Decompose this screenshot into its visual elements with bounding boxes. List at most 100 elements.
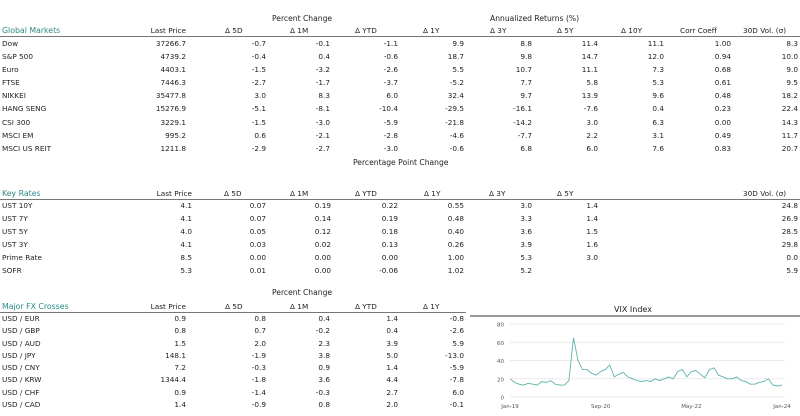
column-header: Δ 5Y [532, 189, 598, 200]
table-cell: 1.6 [586, 239, 598, 249]
table-cell: 0.6 [254, 130, 266, 140]
y-tick-label: 40 [497, 359, 504, 365]
table-cell: 3.6 [318, 375, 330, 385]
table-cell: 6.0 [452, 387, 464, 397]
table-cell: 0.40 [447, 226, 464, 236]
table-cell: 0.55 [447, 201, 464, 210]
table-row: USD / CAD 1.4 -0.9 0.8 2.0 -0.1 [0, 399, 466, 411]
row-label: USD / JPY [2, 350, 36, 360]
key_rates-header-row: Key Rates Last Price Δ 5D Δ 1M Δ YTD Δ 1Y Δ 3Y… [0, 189, 800, 200]
column-header: Δ 5Y [532, 26, 598, 37]
table-cell: -3.7 [383, 78, 398, 88]
table-cell: -0.2 [315, 326, 330, 336]
table-cell: -16.1 [513, 104, 532, 114]
table-cell: 3.1 [652, 130, 664, 140]
table-cell: 37266.7 [155, 39, 186, 48]
table-cell: 3.0 [586, 117, 598, 127]
table-row: NIKKEI 35477.8 3.0 8.3 6.0 32.4 9.7 13.9 9.6 0.48… [0, 89, 800, 102]
table-cell: 11.1 [647, 39, 664, 48]
table-cell: 0.9 [174, 314, 186, 323]
table-row: USD / CHF 0.9 -1.4 -0.3 2.7 6.0 [0, 387, 466, 399]
global_markets-title: Global Markets [0, 26, 120, 37]
table-cell: 18.7 [447, 52, 464, 62]
table-cell: 7.7 [520, 78, 532, 88]
table-cell: 4.4 [386, 375, 398, 385]
row-label: USD / GBP [2, 326, 40, 336]
table-row: UST 10Y 4.1 0.07 0.19 0.22 0.55 3.0 1.4 24.8 [0, 200, 800, 213]
column-header: Last Price [130, 189, 192, 200]
table-cell [532, 265, 598, 278]
table-cell: 9.0 [786, 65, 798, 75]
key_rates-title: Key Rates [0, 189, 130, 200]
table-cell: -0.6 [449, 143, 464, 153]
table-cell: 0.03 [249, 239, 266, 249]
table-row: Prime Rate 8.5 0.00 0.00 0.00 1.00 5.3 3.0 0.0 [0, 252, 800, 265]
table-cell: 9.6 [652, 91, 664, 101]
table-cell: 22.4 [781, 104, 798, 114]
table-row: USD / AUD 1.5 2.0 2.3 3.9 5.9 [0, 338, 466, 350]
column-header: Δ 3Y [464, 26, 532, 37]
table-cell: 0.07 [249, 201, 266, 210]
x-tick-label: Jan-24 [772, 404, 791, 410]
table-cell: -0.3 [315, 387, 330, 397]
table-cell: 3.6 [520, 226, 532, 236]
table-cell: 2.3 [318, 338, 330, 348]
table-cell: 0.0 [786, 252, 798, 262]
table-cell: 28.5 [781, 226, 798, 236]
table-cell: 1.00 [714, 39, 731, 48]
row-label: USD / CHF [2, 387, 40, 397]
column-header: Δ YTD [331, 189, 398, 200]
table-cell: 3.0 [586, 252, 598, 262]
table-cell: 0.8 [318, 400, 330, 410]
table-cell: 0.07 [249, 213, 266, 223]
y-tick-label: 0 [501, 396, 505, 402]
table-cell: 14.3 [781, 117, 798, 127]
table-cell: 3.3 [520, 213, 532, 223]
table-cell: -5.1 [251, 104, 266, 114]
row-label: Prime Rate [2, 252, 42, 262]
table-row: UST 5Y 4.0 0.05 0.12 0.18 0.40 3.6 1.5 28.5 [0, 226, 800, 239]
table-cell: -0.1 [315, 39, 330, 48]
table-cell: 7.2 [174, 363, 186, 373]
column-header: Δ 1M [266, 189, 331, 200]
table-cell: 1.4 [386, 314, 398, 323]
table-cell: -3.0 [383, 143, 398, 153]
table-cell: -7.7 [517, 130, 532, 140]
table-row: UST 3Y 4.1 0.03 0.02 0.13 0.26 3.9 1.6 29.8 [0, 239, 800, 252]
column-header: Δ 5D [192, 189, 266, 200]
table-cell: -3.0 [315, 117, 330, 127]
table-cell: 0.9 [318, 363, 330, 373]
table-cell: -2.6 [383, 65, 398, 75]
row-label: USD / CAD [2, 400, 41, 410]
table-cell: -0.8 [449, 314, 464, 323]
table-row: USD / EUR 0.9 0.8 0.4 1.4 -0.8 [0, 313, 466, 326]
table-cell: 0.8 [254, 314, 266, 323]
table-cell: 13.9 [581, 91, 598, 101]
table-cell: -0.7 [251, 39, 266, 48]
table-cell: -8.1 [315, 104, 330, 114]
table-cell: 3.9 [520, 239, 532, 249]
row-label: HANG SENG [2, 104, 47, 114]
table-cell: 4.0 [180, 226, 192, 236]
table-cell: 0.49 [714, 130, 731, 140]
table-cell: 11.7 [781, 130, 798, 140]
table-cell: 6.8 [520, 143, 532, 153]
table-cell: -1.4 [251, 387, 266, 397]
row-label: USD / KRW [2, 375, 42, 385]
column-header: 30D Vol. (σ) [598, 189, 800, 200]
table-cell: 0.48 [714, 91, 731, 101]
row-label: NIKKEI [2, 91, 26, 101]
fx-header-row: Major FX Crosses Last Price Δ 5D Δ 1M Δ YTD Δ… [0, 302, 466, 313]
column-header: Δ YTD [330, 26, 398, 37]
table-cell: 1.5 [174, 338, 186, 348]
global_markets-group-header: Annualized Returns (%) [490, 14, 580, 23]
fx-group-header: Percent Change [272, 288, 333, 297]
table-row: USD / KRW 1344.4 -1.8 3.6 4.4 -7.8 [0, 374, 466, 386]
table-row: MSCI US REIT 1211.8 -2.9 -2.7 -3.0 -0.6 6.8 6.0… [0, 142, 800, 155]
table-cell: 0.4 [318, 52, 330, 62]
table-cell: 1211.8 [160, 143, 186, 153]
table-cell: 0.68 [714, 65, 731, 75]
table-cell: 0.01 [249, 265, 266, 275]
table-cell: -0.3 [251, 363, 266, 373]
table-cell: 3.8 [318, 350, 330, 360]
